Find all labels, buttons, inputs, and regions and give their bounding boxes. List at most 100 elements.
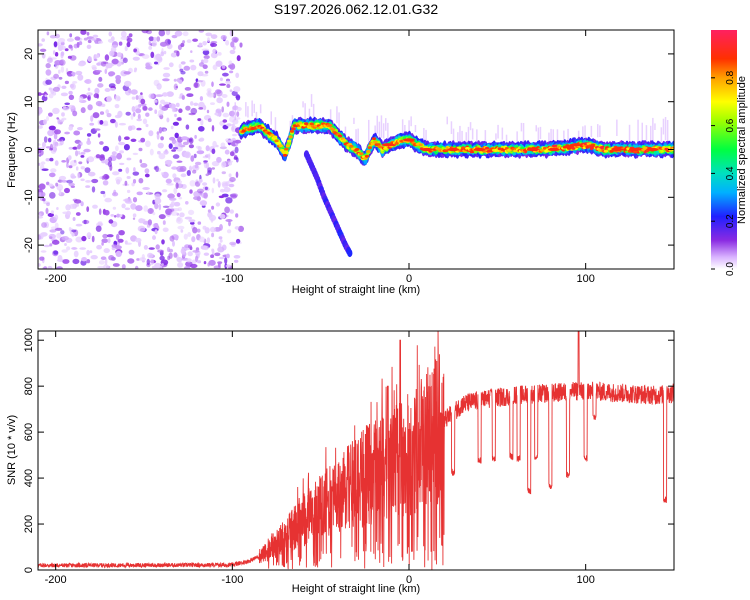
spectrogram-noise-cell xyxy=(226,229,232,234)
spectrogram-noise-cell xyxy=(235,72,240,79)
spectrogram-noise-cell xyxy=(86,133,92,137)
spectrogram-noise-cell xyxy=(210,42,218,47)
spectrogram-noise-cell xyxy=(176,160,183,163)
spectrogram-noise-cell xyxy=(135,108,142,114)
spectrogram-noise-cell xyxy=(80,30,87,35)
spectrogram-noise-cell xyxy=(204,227,210,234)
spectrogram-ridge-cell xyxy=(288,135,293,139)
spectrogram-ridge-cell xyxy=(301,125,306,129)
spectrogram-noise-cell xyxy=(87,56,93,62)
spectrogram-noise-cell xyxy=(211,148,216,155)
spectrogram-noise-cell xyxy=(86,44,92,49)
snr-xlabel: Height of straight line (km) xyxy=(292,583,420,595)
spectrogram-noise-cell xyxy=(66,246,71,251)
spectrogram-noise-cell xyxy=(189,263,198,269)
spectrogram-noise-cell xyxy=(226,160,234,163)
spectrogram-noise-cell xyxy=(210,254,215,258)
spectrogram-noise-cell xyxy=(125,111,131,116)
spectrogram-noise-cell xyxy=(61,85,67,90)
spectrogram-noise-cell xyxy=(207,167,213,173)
spectrogram-noise-cell xyxy=(172,240,175,247)
spectrogram-noise-cell xyxy=(147,219,152,226)
spectrogram-faint-cell xyxy=(590,125,593,138)
spectrogram-faint-cell xyxy=(414,125,417,133)
spectrogram-noise-cell xyxy=(66,210,71,216)
spectrogram-noise-cell xyxy=(185,105,191,111)
spectrogram-peak-cell xyxy=(420,147,433,152)
spectrogram-noise-cell xyxy=(159,255,165,261)
spectrogram-ridge-cell xyxy=(484,146,490,150)
spectrogram-noise-cell xyxy=(181,136,189,141)
spectrogram-noise-cell xyxy=(216,156,222,163)
spectrogram-noise-cell xyxy=(114,121,118,128)
spectrogram-noise-cell xyxy=(69,33,73,38)
spectrogram-noise-cell xyxy=(97,40,104,44)
spectrogram-noise-cell xyxy=(39,48,47,52)
spectrogram-noise-cell xyxy=(213,92,217,99)
spectrogram-noise-cell xyxy=(78,62,85,67)
spectrogram-noise-cell xyxy=(203,160,209,163)
spectrogram-noise-cell xyxy=(197,80,203,83)
spectrogram-noise-cell xyxy=(216,97,223,104)
spectrogram-noise-cell xyxy=(188,138,193,142)
spectrogram-noise-cell xyxy=(103,248,110,254)
spectrogram-noise-cell xyxy=(77,172,80,179)
spectrogram-noise-cell xyxy=(73,199,82,204)
spectrogram-noise-cell xyxy=(219,146,227,150)
spectrogram-noise-cell xyxy=(98,260,105,265)
spectrogram-noise-cell xyxy=(92,34,99,38)
spectrogram-noise-cell xyxy=(89,122,95,126)
spectrogram-noise-cell xyxy=(142,187,150,190)
spectrogram-faint-cell xyxy=(637,119,639,144)
spectrogram-faint-cell xyxy=(495,133,497,140)
spectrogram-noise-cell xyxy=(68,90,73,95)
spectrogram-noise-cell xyxy=(219,83,226,86)
spectrogram-noise-cell xyxy=(215,60,223,67)
spectrogram-noise-cell xyxy=(199,96,203,101)
spectrogram-noise-cell xyxy=(229,241,237,246)
spectrogram-noise-cell xyxy=(78,96,84,102)
spectrogram-faint-cell xyxy=(520,122,523,132)
spectrogram-faint-cell xyxy=(556,129,559,149)
spectrogram-noise-cell xyxy=(203,252,210,256)
spectrogram-noise-cell xyxy=(178,196,183,200)
spectrogram-noise-cell xyxy=(118,141,126,146)
spectrogram-noise-cell xyxy=(147,252,154,259)
spectrogram-noise-cell xyxy=(47,213,54,217)
spectrogram-noise-cell xyxy=(229,151,235,157)
spectrogram-noise-cell xyxy=(216,89,223,97)
spectrogram-noise-cell xyxy=(229,70,234,74)
spectrogram-faint-cell xyxy=(385,118,387,131)
spectrogram-noise-cell xyxy=(84,79,92,84)
spectrogram-noise-cell xyxy=(84,167,91,174)
spectrogram-noise-cell xyxy=(239,42,243,48)
spectrogram-faint-cell xyxy=(274,117,277,139)
spectrogram-noise-cell xyxy=(206,237,211,244)
spectrogram-noise-cell xyxy=(139,228,146,232)
spectrogram-ridge-cell xyxy=(328,124,333,127)
spectrogram-ridge-cell xyxy=(272,135,278,139)
spectrogram-faint-cell xyxy=(259,104,262,114)
spectrogram-noise-cell xyxy=(192,227,198,234)
spectrogram-noise-cell xyxy=(42,198,46,202)
spectrogram-noise-cell xyxy=(115,145,119,152)
spectrogram-noise-cell xyxy=(54,129,61,135)
spectrogram-noise-cell xyxy=(87,104,93,111)
spectrogram-noise-cell xyxy=(60,51,65,57)
spectrogram-noise-cell xyxy=(111,44,118,49)
spectrogram-faint-cell xyxy=(471,128,474,140)
spectrogram-noise-cell xyxy=(104,54,110,61)
spectrogram-faint-cell xyxy=(584,125,586,145)
spectrogram-noise-cell xyxy=(133,48,138,53)
spectrogram-noise-cell xyxy=(234,146,239,154)
spectrogram-noise-cell xyxy=(72,217,76,221)
spectrogram-noise-cell xyxy=(104,88,111,92)
spectrogram-noise-cell xyxy=(174,180,183,184)
spectrogram-noise-cell xyxy=(49,157,54,162)
spectrogram-noise-cell xyxy=(73,159,77,163)
spectrogram-noise-cell xyxy=(202,49,210,56)
spectrogram-noise-cell xyxy=(80,155,85,158)
spectrogram-peak-cell xyxy=(526,147,539,152)
spectrogram-noise-cell xyxy=(138,147,143,152)
spectrogram-noise-cell xyxy=(60,179,68,183)
